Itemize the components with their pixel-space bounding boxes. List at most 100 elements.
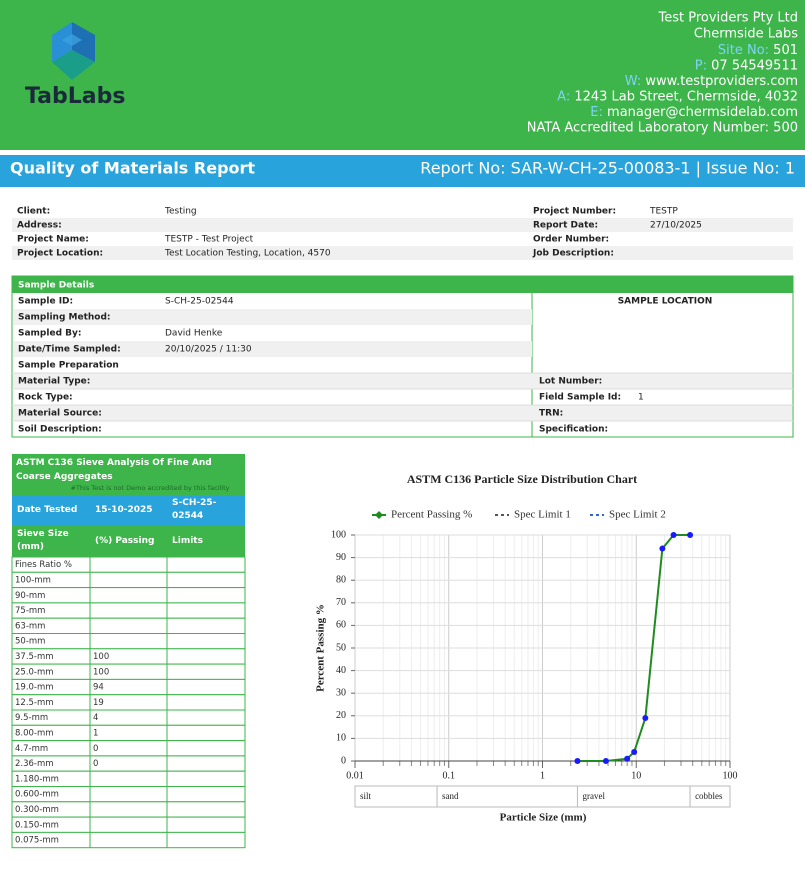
chart-title: ASTM C136 Particle Size Distribution Cha… [407,472,637,486]
row-shade [12,246,793,260]
sample-label: Lot Number: [539,377,602,387]
data-point [602,758,609,764]
legend-marker [375,511,383,519]
date-row-bg [12,495,245,525]
sieve-passing: 0 [93,744,98,754]
contact-value: www.testproviders.com [645,74,798,89]
client-label: Project Location: [17,249,103,259]
y-tick-label: 0 [341,755,346,766]
sieve-size: 63-mm [15,621,45,631]
sieve-row [11,617,246,635]
sample-label: Sample ID: [18,297,73,307]
header-band [0,0,805,150]
sieve-row [11,831,246,849]
client-value: Test Location Testing, Location, 4570 [164,249,331,259]
client-value: Testing [164,207,197,217]
contact-value: 07 54549511 [711,58,798,73]
data-point [624,755,631,762]
sieve-head: Sieve Size (mm) [17,529,69,552]
y-tick-label: 40 [336,665,346,676]
data-point [687,532,694,538]
y-tick-label: 50 [336,642,346,653]
legend-label: Spec Limit 1 [514,509,571,521]
y-tick-label: 80 [336,574,346,585]
sieve-row [11,587,246,604]
legend-label: Percent Passing % [391,509,472,521]
sample-label: Sampling Method: [18,313,111,323]
date-cell: Date Tested [17,505,78,515]
sieve-size: 19.0-mm [15,683,54,693]
sieve-size: 0.600-mm [15,790,59,800]
client-value: 27/10/2025 [650,221,702,231]
client-value: TESTP [649,207,678,217]
sample-label: TRN: [539,409,563,419]
sieve-head: Limits [172,536,203,546]
x-tick-label: 1 [540,770,545,781]
sieve-head-box: Limits [172,536,203,546]
client-label: Address: [17,221,62,231]
sieve-row [11,602,246,619]
y-tick-label: 20 [336,710,346,721]
sample-label: Soil Description: [18,425,102,435]
sieve-size: 4.7-mm [15,744,48,754]
sample-label: Sampled By: [18,329,81,339]
sieve-size: 0.300-mm [15,805,59,815]
sieve-size: 1.180-mm [15,774,59,784]
client-label: Job Description: [532,249,614,259]
client-label: Client: [17,207,50,217]
sample-value: 1 [638,393,644,403]
sieve-row [11,633,246,650]
client-label: Project Name: [17,235,89,245]
date-cell: S-CH-25-02544 [172,498,217,521]
sieve-size: Fines Ratio % [15,560,72,570]
contact-line: E: manager@chermsidelab.com [590,105,798,120]
nata-line: NATA Accredited Laboratory Number: 500 [527,121,798,136]
contact-label: P: [695,58,711,73]
sample-value: S-CH-25-02544 [165,297,234,307]
contact-label: A: [557,89,574,104]
sample-title: Sample Details [18,281,94,291]
contact-label: W: [625,74,646,89]
logo [52,22,95,80]
sieve-size: 2.36-mm [15,759,54,769]
contact-line: A: 1243 Lab Street, Chermside, 4032 [557,89,798,104]
contact-value: 1243 Lab Street, Chermside, 4032 [574,89,798,104]
y-axis-label: Percent Passing % [315,604,327,692]
sample-value: 20/10/2025 / 11:30 [165,345,252,355]
sieve-passing: 19 [93,698,104,708]
data-point [631,748,638,755]
logo-text: TabLabs [25,84,125,109]
sieve-size: 8.00-mm [15,728,54,738]
sieve-title: ASTM C136 Sieve Analysis Of Fine And Coa… [16,458,212,482]
sieve-title-box: ASTM C136 Sieve Analysis Of Fine And Coa… [16,458,212,482]
y-tick-label: 30 [336,687,346,698]
sieve-size: 100-mm [15,575,51,585]
row-shade [13,405,792,421]
sieve-head: (%) Passing [95,536,155,546]
x-axis-label: Particle Size (mm) [500,812,587,824]
date-cell: 15-10-2025 [95,505,153,515]
sample-label: Material Source: [18,409,102,419]
sieve-size: 25.0-mm [15,667,54,677]
sample-label: Specification: [539,425,608,435]
sample-header [12,276,793,293]
sieve-size: 9.5-mm [15,713,48,723]
sample-label: Field Sample Id: [539,393,621,403]
x-tick-label: 0.1 [443,770,456,781]
row-shade [13,341,532,357]
y-tick-label: 90 [336,552,346,563]
contact-line: Site No: 501 [718,43,798,58]
row-shade [12,218,793,232]
sieve-size: 12.5-mm [15,698,54,708]
y-tick-label: 70 [336,597,346,608]
contact-value: 501 [773,43,798,58]
row-shade [13,309,532,325]
contact-line: P: 07 54549511 [695,58,798,73]
sieve-size: 50-mm [15,637,45,647]
sieve-size: 90-mm [15,591,45,601]
sieve-head-bg [12,525,245,557]
soil-band-label: silt [360,791,372,801]
x-tick-label: 10 [631,770,641,781]
data-point [642,715,649,722]
